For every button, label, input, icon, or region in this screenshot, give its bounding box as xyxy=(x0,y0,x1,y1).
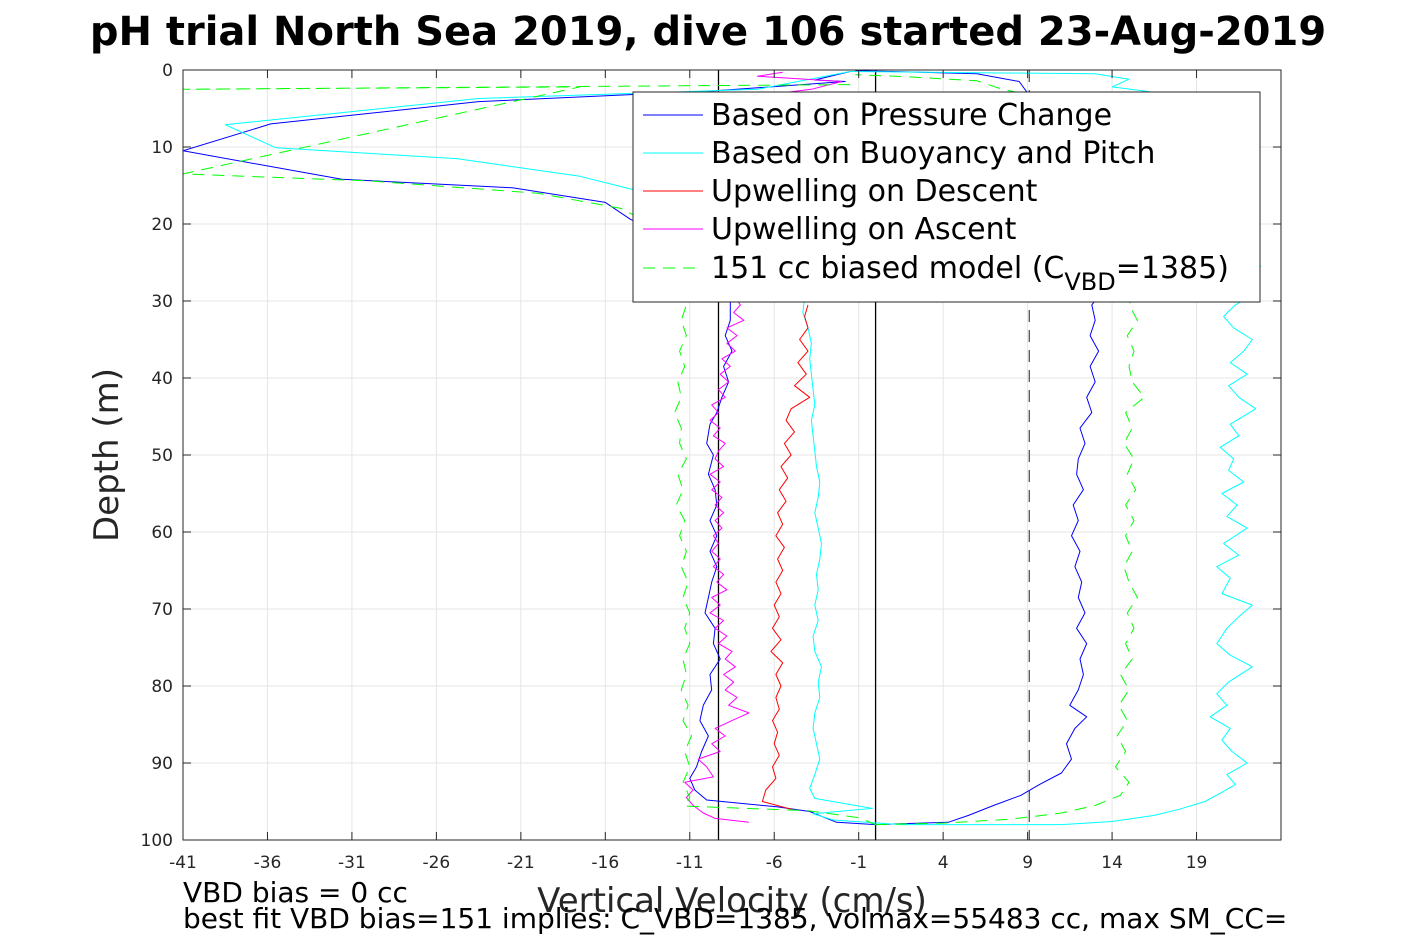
x-tick-label: -41 xyxy=(169,853,197,873)
x-tick-label: -11 xyxy=(676,853,704,873)
x-tick-label: -26 xyxy=(422,853,450,873)
legend-label-pressure: Based on Pressure Change xyxy=(711,98,1112,133)
y-tick-label: 40 xyxy=(151,369,173,389)
x-tick-label: 9 xyxy=(1022,853,1033,873)
chart-title: pH trial North Sea 2019, dive 106 starte… xyxy=(90,9,1326,55)
legend: Based on Pressure Change Based on Buoyan… xyxy=(632,91,1261,303)
x-tick-label: 14 xyxy=(1101,853,1123,873)
legend-label-model: 151 cc biased model (CVBD=1385) xyxy=(711,251,1229,296)
x-axis-label: Vertical Velocity (cm/s) xyxy=(537,881,927,921)
y-tick-label: 20 xyxy=(151,215,173,235)
series-line-based-on-pressure-change-descent xyxy=(183,71,876,826)
y-axis-label: Depth (m) xyxy=(87,368,127,542)
legend-label-model-end: =1385) xyxy=(1116,251,1229,286)
legend-label-buoyancy: Based on Buoyancy and Pitch xyxy=(711,136,1155,171)
legend-label-descent: Upwelling on Descent xyxy=(711,174,1038,209)
y-ticks: 0 10 20 30 40 50 60 70 80 90 100 xyxy=(141,61,1281,851)
x-tick-label: -1 xyxy=(850,853,867,873)
legend-label-model-subscript: VBD xyxy=(1064,268,1115,296)
y-tick-label: 70 xyxy=(151,600,173,620)
y-tick-label: 60 xyxy=(151,523,173,543)
y-tick-label: 80 xyxy=(151,677,173,697)
y-tick-label: 100 xyxy=(141,831,173,851)
y-tick-label: 30 xyxy=(151,292,173,312)
x-tick-label: 4 xyxy=(938,853,949,873)
y-tick-label: 50 xyxy=(151,446,173,466)
series-line-151-cc-biased-model-descent xyxy=(183,84,876,826)
x-ticks: -41 -36 -31 -26 -21 -16 -11 -6 -1 4 9 14 19 xyxy=(169,70,1207,873)
legend-label-ascent: Upwelling on Ascent xyxy=(711,212,1017,247)
y-tick-label: 90 xyxy=(151,754,173,774)
x-tick-label: -16 xyxy=(591,853,619,873)
y-tick-label: 10 xyxy=(151,138,173,158)
footer-line-2: best fit VBD bias=151 implies: C_VBD=138… xyxy=(183,902,1287,935)
x-tick-label: -31 xyxy=(338,853,366,873)
legend-box xyxy=(632,91,1261,303)
legend-label-model-main: 151 cc biased model (C xyxy=(711,251,1064,286)
footer-line-1: VBD bias = 0 cc xyxy=(183,876,408,909)
x-tick-label: -6 xyxy=(766,853,783,873)
series-line-upwelling-on-descent xyxy=(761,304,811,810)
x-tick-label: 19 xyxy=(1186,853,1208,873)
x-tick-label: -36 xyxy=(254,853,282,873)
y-tick-label: 0 xyxy=(162,61,173,81)
x-tick-label: -21 xyxy=(507,853,535,873)
